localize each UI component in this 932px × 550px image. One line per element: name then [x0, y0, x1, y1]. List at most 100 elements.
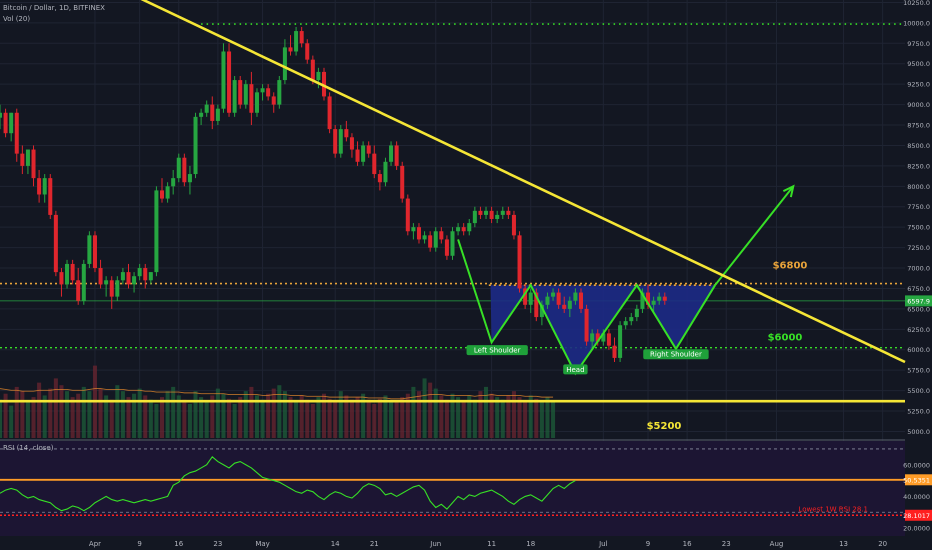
candle-body — [87, 235, 92, 264]
candle-body — [484, 210, 489, 215]
candle-body — [277, 80, 282, 105]
candle-body — [590, 333, 595, 342]
time-tick-label: Apr — [89, 540, 101, 548]
volume-bar — [517, 397, 522, 438]
rsi-tick-label: 20.0000 — [903, 525, 930, 533]
volume-bar — [428, 382, 433, 438]
candle-body — [266, 88, 271, 97]
volume-bar — [349, 399, 354, 438]
candle-body — [322, 71, 327, 97]
volume-bar — [98, 388, 103, 438]
candle-body — [405, 198, 410, 232]
candle-body — [545, 296, 550, 305]
candle-body — [556, 292, 561, 305]
price-tick-label: 6000.0 — [907, 346, 930, 354]
candle-body — [14, 112, 19, 154]
candle-body — [467, 223, 472, 232]
time-tick-label: 18 — [526, 540, 535, 548]
volume-bar — [377, 398, 382, 438]
volume-bar — [439, 395, 444, 438]
time-tick-label: Jul — [598, 540, 608, 548]
candle-body — [534, 292, 539, 318]
price-tick-label: 8250.0 — [907, 162, 930, 170]
candle-body — [70, 263, 75, 281]
volume-bar — [109, 399, 114, 438]
volume-bar — [422, 378, 427, 438]
candle-body — [31, 149, 36, 179]
candle-body — [132, 276, 137, 285]
price-tick-label: 5000.0 — [907, 428, 930, 436]
price-tick-label: 7750.0 — [907, 203, 930, 211]
time-tick-label: 16 — [683, 540, 692, 548]
volume-bar — [25, 402, 30, 438]
candle-body — [243, 84, 248, 105]
candle-body — [523, 288, 528, 305]
candle-body — [120, 272, 125, 281]
candle-body — [232, 80, 237, 113]
candle-body — [506, 210, 511, 215]
candle-body — [305, 43, 310, 60]
pattern-label: Left Shoulder — [474, 347, 521, 355]
volume-bar — [277, 385, 282, 438]
candle-body — [171, 178, 176, 187]
volume-bar — [42, 395, 47, 438]
volume-bar — [243, 391, 248, 438]
volume-bar — [215, 388, 220, 438]
volume-bar — [232, 403, 237, 438]
rsi-low-tag — [905, 509, 932, 521]
price-tick-label: 8000.0 — [907, 183, 930, 191]
volume-bar — [120, 391, 125, 438]
candle-body — [595, 333, 600, 342]
volume-bar — [48, 388, 53, 438]
candle-body — [282, 47, 287, 81]
volume-bar — [478, 391, 483, 438]
candle-body — [606, 333, 611, 346]
price-tick-label: 7250.0 — [907, 244, 930, 252]
volume-bar — [523, 402, 528, 438]
descending-trendline — [140, 0, 906, 364]
candle-body — [104, 280, 109, 285]
candle-body — [640, 292, 645, 309]
price-tick-label: 9000.0 — [907, 101, 930, 109]
candle-body — [238, 80, 243, 105]
candle-body — [584, 308, 589, 342]
pattern-label: Right Shoulder — [650, 351, 702, 359]
time-tick-label: 14 — [331, 540, 340, 548]
candle-body — [573, 292, 578, 301]
annotation-5200: $5200 — [647, 421, 682, 432]
volume-bar — [472, 399, 477, 438]
rsi-panel — [0, 439, 905, 536]
volume-bar — [81, 386, 86, 438]
volume-bar — [433, 388, 438, 438]
volume-bar — [14, 386, 19, 438]
candle-body — [294, 31, 299, 52]
candle-body — [221, 51, 226, 109]
volume-bar — [539, 400, 544, 438]
candle-body — [450, 231, 455, 256]
candle-body — [562, 304, 567, 309]
candle-body — [187, 174, 192, 183]
volume-bar — [338, 391, 343, 438]
candle-body — [310, 59, 315, 81]
volume-bar — [333, 402, 338, 438]
candle-body — [646, 292, 651, 305]
candle-body — [629, 317, 634, 322]
breakout-arrow-head — [782, 184, 795, 198]
volume-bar — [115, 385, 120, 438]
candle-body — [109, 280, 114, 297]
volume-bar — [495, 397, 500, 438]
time-tick-label: May — [255, 540, 269, 548]
candle-body — [612, 345, 617, 358]
time-tick-label: 23 — [722, 540, 731, 548]
candle-body — [651, 300, 656, 305]
volume-bar — [405, 393, 410, 438]
volume-bars — [0, 365, 556, 438]
symbol-title: Bitcoin / Dollar, 1D, BITFINEX — [3, 4, 105, 12]
candle-body — [92, 235, 97, 269]
candle-body — [618, 325, 623, 358]
volume-bar — [389, 400, 394, 438]
candle-body — [422, 235, 427, 240]
price-tick-label: 10000.0 — [903, 19, 930, 27]
price-tick-label: 8750.0 — [907, 122, 930, 130]
price-tick-label: 9750.0 — [907, 40, 930, 48]
